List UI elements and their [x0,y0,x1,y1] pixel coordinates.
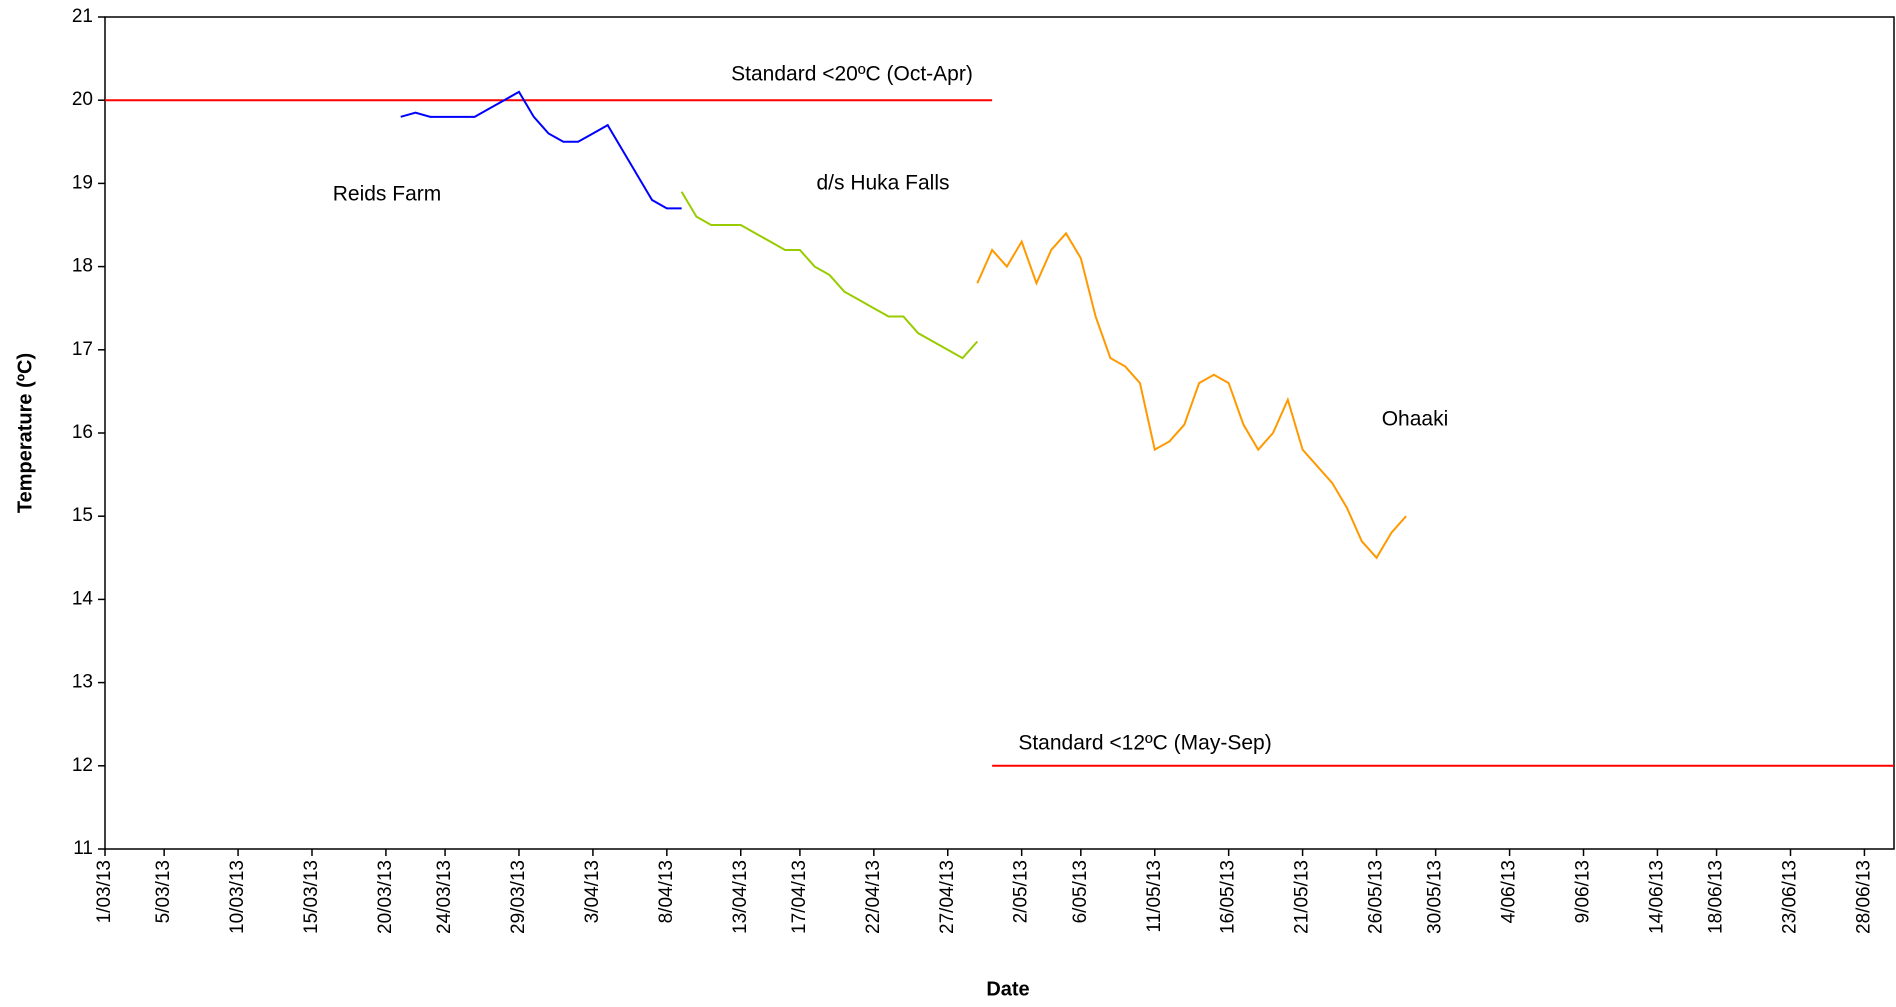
y-tick-label: 13 [72,672,93,693]
x-tick-label: 18/06/13 [1706,860,1727,934]
x-tick-label: 15/03/13 [301,860,322,934]
x-tick-label: 5/03/13 [153,860,174,923]
x-tick-label: 22/04/13 [863,860,884,934]
x-tick-label: 6/05/13 [1070,860,1091,923]
x-tick-label: 29/03/13 [508,860,529,934]
reference-label: Standard <12ºC (May-Sep) [1018,732,1271,755]
x-tick-label: 10/03/13 [227,860,248,934]
x-tick-label: 3/04/13 [582,860,603,923]
x-tick-label: 24/03/13 [434,860,455,934]
x-tick-label: 30/05/13 [1425,860,1446,934]
series-label: Ohaaki [1382,408,1449,431]
y-tick-label: 11 [73,838,93,859]
x-tick-label: 4/06/13 [1499,860,1520,923]
y-tick-label: 21 [72,6,93,27]
x-tick-label: 27/04/13 [937,860,958,934]
x-tick-label: 8/04/13 [656,860,677,923]
y-tick-label: 15 [72,505,93,526]
y-tick-label: 18 [72,256,93,277]
y-tick-label: 17 [72,339,93,360]
plot-frame [104,16,1895,850]
y-tick-label: 19 [72,172,93,193]
series-line [400,90,682,210]
y-tick-label: 16 [72,422,93,443]
y-tick-label: 12 [72,755,93,776]
x-tick-label: 2/05/13 [1011,860,1032,923]
x-tick-label: 1/03/13 [94,860,115,923]
x-tick-label: 16/05/13 [1218,860,1239,934]
reference-label: Standard <20ºC (Oct-Apr) [731,63,973,86]
y-tick-label: 20 [72,89,93,110]
x-tick-label: 23/06/13 [1780,860,1801,934]
series-line [680,191,979,360]
series-line [976,231,1407,560]
x-tick-label: 21/05/13 [1292,860,1313,934]
x-tick-label: 26/05/13 [1366,860,1387,934]
series-label: d/s Huka Falls [816,172,949,195]
x-tick-label: 28/06/13 [1853,860,1874,934]
y-axis-title: Temperature (ºC) [14,353,36,513]
y-tick-label: 14 [72,588,94,609]
x-tick-label: 17/04/13 [789,860,810,934]
series-label: Reids Farm [333,183,442,206]
x-tick-label: 9/06/13 [1573,860,1594,923]
x-tick-label: 20/03/13 [375,860,396,934]
x-tick-label: 13/04/13 [730,860,751,934]
x-axis-title: Date [986,978,1029,1000]
x-tick-label: 11/05/13 [1144,860,1165,933]
x-tick-label: 14/06/13 [1646,860,1667,934]
